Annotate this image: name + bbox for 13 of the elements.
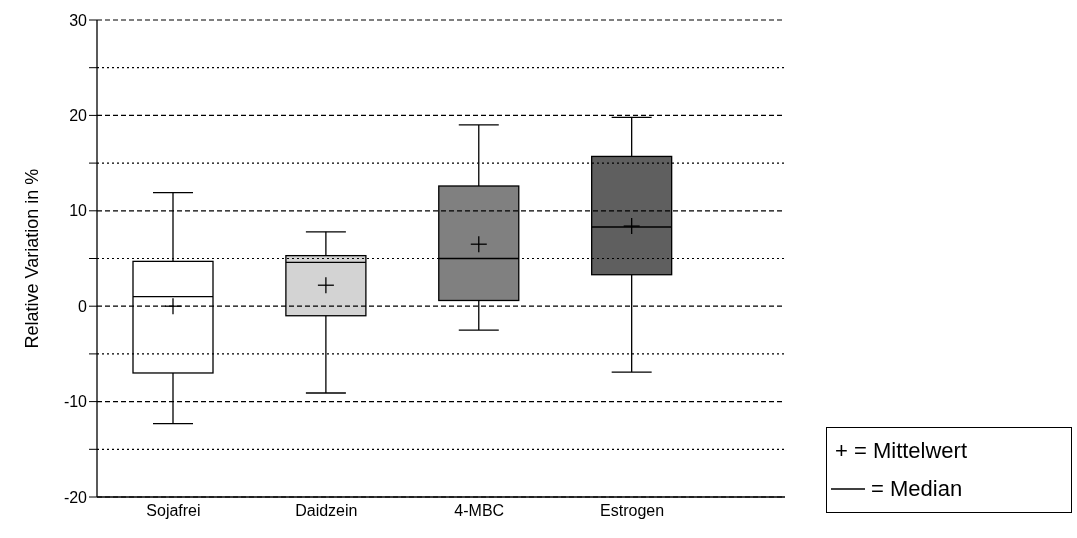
y-tick-label: -10 [63,393,88,411]
y-tick-label: 30 [69,11,88,29]
y-tick-label: 20 [69,107,88,125]
x-tick-label: Sojafrei [146,502,201,520]
y-tick-label: -20 [63,488,88,506]
y-tick-label: 0 [78,297,88,315]
x-tick-label: Daidzein [295,502,358,520]
text: = Median [871,475,963,503]
y-tick-label: 10 [69,202,88,220]
x-tick-label: 4-MBC [454,502,505,520]
y-axis-title: Relative Variation in % [22,168,43,349]
text: + = Mittelwert [835,437,968,465]
x-tick-label: Estrogen [600,502,665,520]
